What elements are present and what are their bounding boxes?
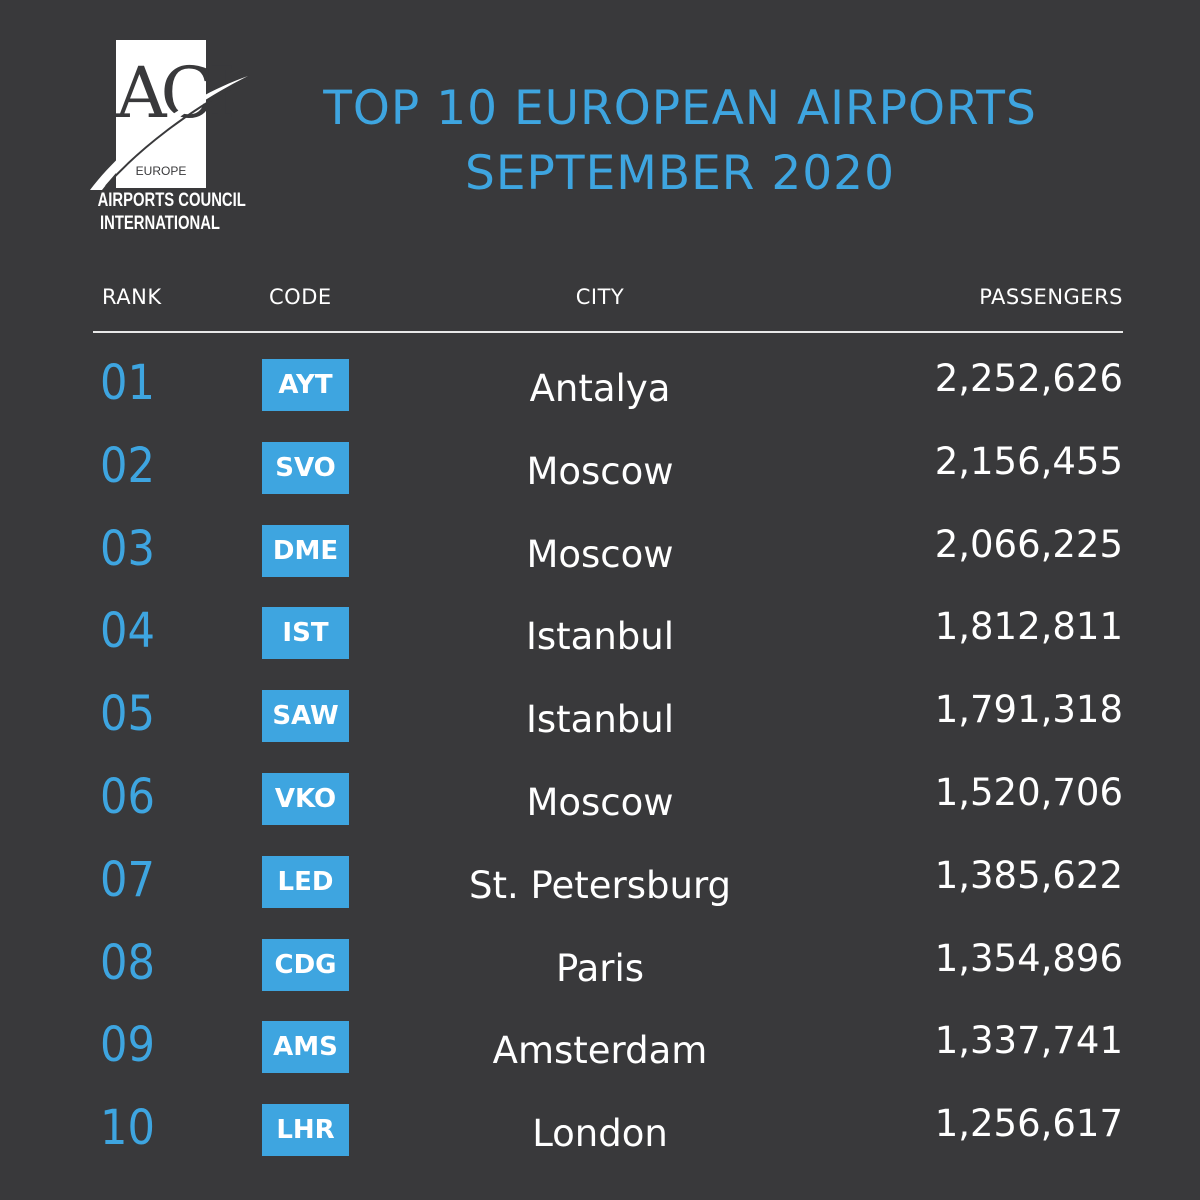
table-row: 01 AYT Antalya 2,252,626: [0, 355, 1200, 415]
city-name: Amsterdam: [492, 1029, 708, 1073]
table-row: 03 DME Moscow 2,066,225: [0, 521, 1200, 581]
table-row: 04 IST Istanbul 1,812,811: [0, 603, 1200, 663]
airport-code-badge: AYT: [262, 359, 349, 411]
city-name: Istanbul: [525, 698, 675, 742]
page-title: TOP 10 EUROPEAN AIRPORTS SEPTEMBER 2020: [250, 76, 1110, 206]
rank-number: 09: [100, 1017, 155, 1074]
logo-region: EUROPE: [135, 164, 187, 178]
city-name: Istanbul: [525, 615, 675, 659]
airport-code-badge: SAW: [262, 690, 349, 743]
column-header-city: CITY: [575, 285, 625, 309]
airport-code-badge: LHR: [262, 1104, 349, 1157]
passenger-count: 1,812,811: [934, 605, 1123, 649]
city-name: Moscow: [526, 449, 674, 493]
swoosh-icon: [90, 76, 248, 190]
airport-code-badge: LED: [262, 855, 349, 908]
city-name: Paris: [555, 946, 645, 990]
passenger-count: 1,354,896: [934, 936, 1123, 980]
city-name: Antalya: [529, 367, 671, 410]
rank-number: 04: [100, 603, 155, 660]
column-header-rank: RANK: [102, 285, 162, 309]
logo-text-line1: AIRPORTS COUNCIL: [97, 190, 246, 211]
airport-code-badge: SVO: [262, 441, 349, 494]
rank-number: 07: [100, 851, 155, 908]
passenger-count: 1,520,706: [934, 771, 1123, 814]
title-line1: TOP 10 EUROPEAN AIRPORTS: [323, 81, 1037, 136]
rank-number: 05: [100, 686, 155, 743]
table-row: 08 CDG Paris 1,354,896: [0, 935, 1200, 995]
logo-text-line2: INTERNATIONAL: [100, 213, 220, 234]
column-header-passengers: PASSENGERS: [979, 285, 1123, 309]
airport-code-badge: VKO: [262, 773, 349, 825]
table-row: 07 LED St. Petersburg 1,385,622: [0, 852, 1200, 912]
airport-code-badge: CDG: [262, 938, 349, 991]
city-name: London: [532, 1112, 668, 1156]
passenger-count: 1,256,617: [934, 1102, 1123, 1146]
airport-code-badge: AMS: [262, 1021, 349, 1074]
rank-number: 01: [100, 355, 155, 411]
rank-number: 02: [100, 437, 155, 494]
airport-code-badge: DME: [262, 524, 349, 577]
table-row: 10 LHR London 1,256,617: [0, 1100, 1200, 1160]
title-line2: SEPTEMBER 2020: [465, 146, 895, 201]
table-row: 06 VKO Moscow 1,520,706: [0, 769, 1200, 829]
table-row: 09 AMS Amsterdam 1,337,741: [0, 1017, 1200, 1077]
header-divider: [93, 331, 1123, 333]
airport-code-badge: IST: [262, 607, 349, 660]
rank-number: 08: [100, 934, 155, 991]
rank-number: 03: [100, 520, 155, 577]
rank-number: 06: [100, 769, 155, 825]
table-row: 05 SAW Istanbul 1,791,318: [0, 686, 1200, 746]
passenger-count: 1,385,622: [934, 853, 1123, 897]
passenger-count: 1,791,318: [934, 688, 1123, 732]
city-name: Moscow: [526, 781, 674, 824]
passenger-count: 2,066,225: [934, 522, 1123, 566]
rank-number: 10: [100, 1100, 155, 1157]
aci-europe-logo: ACI EUROPE AIRPORTS COUNCIL INTERNATIONA…: [80, 40, 260, 240]
passenger-count: 1,337,741: [934, 1019, 1123, 1063]
city-name: St. Petersburg: [468, 863, 732, 907]
column-header-code: CODE: [269, 285, 332, 309]
table-row: 02 SVO Moscow 2,156,455: [0, 438, 1200, 498]
passenger-count: 2,156,455: [934, 439, 1123, 483]
passenger-count: 2,252,626: [934, 357, 1123, 400]
city-name: Moscow: [526, 532, 674, 576]
